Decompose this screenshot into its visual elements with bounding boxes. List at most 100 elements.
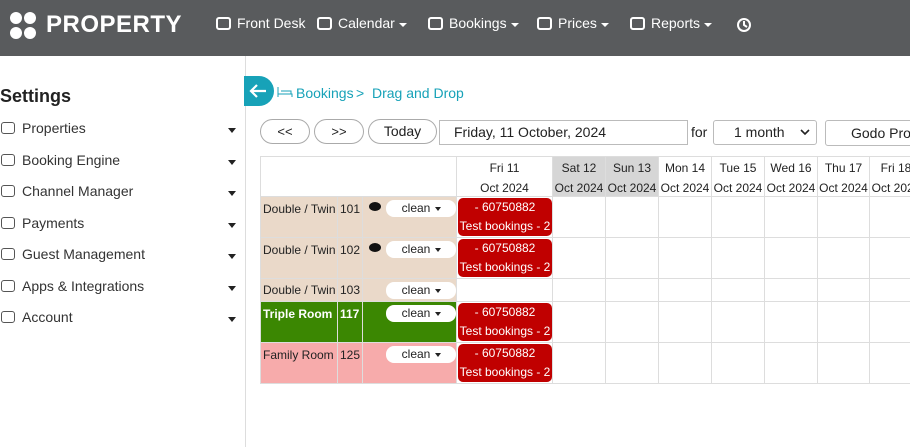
day-cell[interactable] (712, 302, 765, 343)
period-select[interactable]: 1 month (713, 120, 817, 145)
sidebar: Settings Properties Booking Engine Channel… (0, 56, 246, 447)
booking-id: - 60750882 (474, 305, 536, 319)
sidebar-item[interactable]: Booking Engine (22, 151, 121, 168)
nav-item[interactable]: Prices (558, 15, 597, 31)
back-button[interactable] (244, 76, 274, 106)
room-number: 101 (338, 197, 363, 238)
nav-caret (704, 23, 712, 27)
booking[interactable]: - 60750882 Test bookings - 2 (458, 344, 552, 382)
day-cell[interactable] (870, 197, 910, 238)
day-cell[interactable] (712, 238, 765, 279)
day-cell[interactable] (659, 197, 712, 238)
day-cell[interactable] (457, 238, 553, 279)
day-header: Wed 16 Oct 2024 (765, 157, 818, 197)
sidebar-caret[interactable] (228, 222, 236, 228)
day-cell[interactable] (606, 343, 659, 384)
day-cell[interactable] (553, 238, 606, 279)
status-caret (435, 312, 441, 316)
status-button[interactable]: clean (386, 200, 456, 217)
nav-item[interactable]: Front Desk (237, 15, 306, 31)
day-cell[interactable] (457, 197, 553, 238)
status-button[interactable]: clean (386, 282, 456, 299)
status-button[interactable]: clean (386, 305, 456, 322)
sidebar-icon (1, 248, 15, 260)
day-month: Oct 2024 (871, 181, 910, 195)
day-cell[interactable] (712, 343, 765, 384)
sidebar-item[interactable]: Apps & Integrations (22, 277, 145, 294)
property-select[interactable]: Godo Prop (825, 120, 910, 146)
sidebar-item[interactable]: Guest Management (22, 246, 145, 262)
sidebar-caret[interactable] (228, 191, 236, 196)
day-cell[interactable] (818, 238, 870, 279)
day-cell[interactable] (870, 343, 910, 384)
day-header: Fri 11 Oct 2024 (457, 157, 553, 197)
day-cell[interactable] (870, 238, 910, 279)
day-cell[interactable] (712, 279, 765, 302)
day-cell[interactable] (457, 302, 553, 343)
sidebar-caret[interactable] (228, 159, 236, 165)
day-cell[interactable] (659, 302, 712, 343)
day-cell[interactable] (712, 197, 765, 238)
status-caret (435, 289, 441, 293)
booking[interactable]: - 60750882 Test bookings - 2 (458, 198, 552, 236)
sidebar-item[interactable]: Channel Manager (22, 183, 134, 199)
nav-item[interactable]: Bookings (449, 15, 507, 31)
next-button[interactable]: >> (314, 119, 364, 144)
day-cell[interactable] (553, 279, 606, 302)
status-cell: clean (363, 279, 457, 302)
sidebar-item[interactable]: Account (22, 309, 73, 325)
day-cell[interactable] (659, 279, 712, 302)
breadcrumb-link[interactable]: Bookings (296, 85, 354, 101)
sidebar-item[interactable]: Properties (22, 120, 86, 136)
day-month: Oct 2024 (660, 181, 710, 195)
day-cell[interactable] (818, 302, 870, 343)
status-button[interactable]: clean (386, 241, 456, 258)
nav-item[interactable]: Reports (651, 15, 701, 31)
booking-id: - 60750882 (474, 241, 536, 255)
day-cell[interactable] (870, 279, 910, 302)
day-month: Oct 2024 (607, 181, 657, 195)
day-cell[interactable] (659, 343, 712, 384)
prev-button[interactable]: << (260, 119, 310, 144)
day-cell[interactable] (818, 343, 870, 384)
status-cell: clean (363, 238, 457, 279)
day-cell[interactable] (553, 302, 606, 343)
day-cell[interactable] (765, 197, 818, 238)
nav-item[interactable]: Calendar (338, 15, 395, 31)
day-cell[interactable] (457, 279, 553, 302)
day-cell[interactable] (606, 279, 659, 302)
day-cell[interactable] (606, 197, 659, 238)
history-icon[interactable] (735, 16, 753, 34)
room-name: Family Room (261, 343, 338, 384)
sidebar-icon (1, 185, 15, 197)
sidebar-caret[interactable] (228, 317, 236, 322)
date-input[interactable]: Friday, 11 October, 2024 (439, 120, 688, 145)
day-cell[interactable] (765, 238, 818, 279)
booking[interactable]: - 60750882 Test bookings - 2 (458, 239, 552, 277)
day-label: Mon 14 (664, 161, 706, 175)
day-cell[interactable] (553, 197, 606, 238)
sidebar-caret[interactable] (228, 254, 236, 259)
day-cell[interactable] (818, 197, 870, 238)
today-button[interactable]: Today (368, 119, 437, 144)
booking[interactable]: - 60750882 Test bookings - 2 (458, 303, 552, 341)
day-cell[interactable] (606, 238, 659, 279)
day-cell[interactable] (457, 343, 553, 384)
day-month: Oct 2024 (766, 181, 816, 195)
status-cell: clean (363, 343, 457, 384)
booking-id: - 60750882 (474, 200, 536, 214)
day-cell[interactable] (818, 279, 870, 302)
sidebar-item[interactable]: Payments (22, 214, 85, 231)
sidebar-caret[interactable] (228, 285, 236, 291)
day-cell[interactable] (765, 343, 818, 384)
note-icon (369, 243, 381, 252)
day-cell[interactable] (659, 238, 712, 279)
status-button[interactable]: clean (386, 346, 456, 363)
nav-icon (537, 17, 552, 30)
day-cell[interactable] (765, 302, 818, 343)
day-cell[interactable] (553, 343, 606, 384)
day-cell[interactable] (765, 279, 818, 302)
day-cell[interactable] (870, 302, 910, 343)
sidebar-caret[interactable] (228, 128, 236, 133)
day-cell[interactable] (606, 302, 659, 343)
